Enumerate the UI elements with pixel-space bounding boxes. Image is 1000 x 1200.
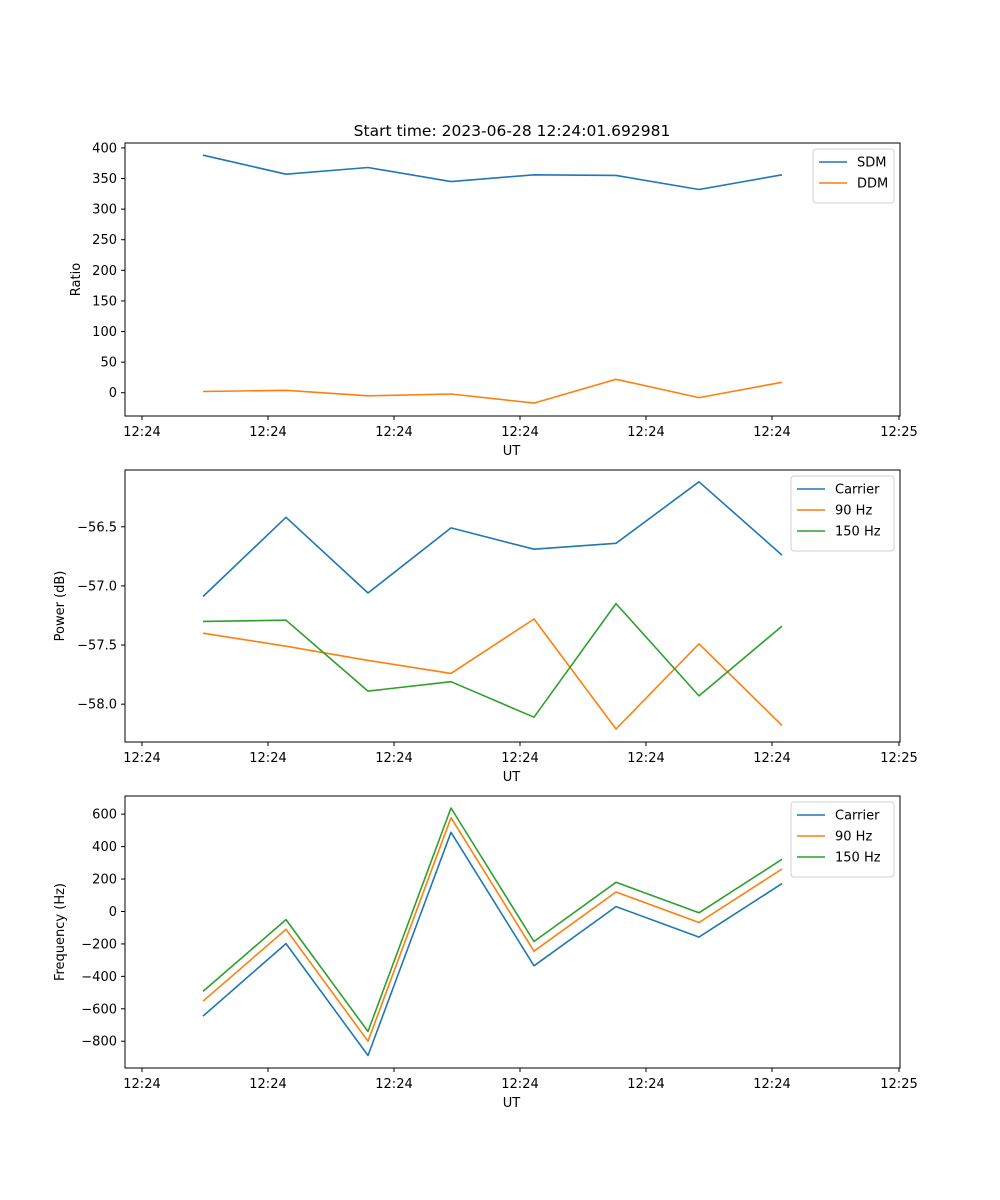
legend (790, 475, 895, 552)
legend-label: 150 Hz (835, 851, 881, 866)
axes-frame (124, 142, 901, 417)
ratio-panel: 12:24 12:24 12:24 12:24 12:24 12:24 12:25 0 50 10… (69, 141, 918, 459)
y-tick-label: 350 (92, 172, 117, 187)
x-tick-label: 12:24 (249, 751, 286, 766)
x-tick-label: 12:25 (880, 751, 917, 766)
x-tick-label: 12:24 (627, 751, 664, 766)
y-tick-label: 50 (100, 356, 117, 371)
x-tick-label: 12:24 (501, 751, 538, 766)
x-tick-label: 12:24 (501, 425, 538, 440)
y-tick-label: 200 (92, 873, 117, 888)
series-line-sdm (202, 154, 783, 191)
x-tick-label: 12:24 (375, 1077, 412, 1092)
y-tick-label: 600 (92, 808, 117, 823)
x-tick-label: 12:24 (249, 1077, 286, 1092)
series-line-150-hz (202, 602, 783, 719)
axes-frame (124, 795, 901, 1069)
legend-label: 90 Hz (835, 830, 872, 845)
power-panel: 12:24 12:24 12:24 12:24 12:24 12:24 12:25 −56.5… (53, 469, 918, 785)
legend-label: Carrier (835, 809, 880, 824)
y-tick-label: −400 (81, 970, 117, 985)
x-tick-label: 12:24 (123, 425, 160, 440)
figure-title: Start time: 2023-06-28 12:24:01.692981 (354, 122, 671, 140)
y-tick-label: −200 (81, 937, 117, 952)
frequency-panel: 12:24 12:24 12:24 12:24 12:24 12:24 12:25 600 40… (53, 795, 918, 1111)
y-tick-label: −800 (81, 1035, 117, 1050)
legend-label: Carrier (835, 483, 880, 498)
y-tick-label: 250 (92, 233, 117, 248)
legend-label: 150 Hz (835, 525, 881, 540)
x-tick-label: 12:24 (123, 751, 160, 766)
y-axis-label: Ratio (69, 263, 84, 296)
x-tick-label: 12:24 (627, 1077, 664, 1092)
y-tick-label: 0 (109, 905, 117, 920)
y-tick-label: 300 (92, 203, 117, 218)
x-tick-label: 12:25 (880, 425, 917, 440)
x-tick-label: 12:24 (627, 425, 664, 440)
x-axis-label: UT (503, 444, 521, 459)
series-line-90-hz (202, 816, 783, 1042)
x-tick-label: 12:24 (753, 425, 790, 440)
series-line-150-hz (202, 807, 783, 1033)
x-tick-label: 12:24 (123, 1077, 160, 1092)
y-tick-label: −600 (81, 1002, 117, 1017)
y-tick-label: 400 (92, 141, 117, 156)
legend-label: 90 Hz (835, 504, 872, 519)
x-axis-label: UT (503, 1096, 521, 1111)
legend (790, 801, 895, 878)
y-axis-label: Power (dB) (53, 571, 68, 642)
series-line-carrier (202, 480, 783, 598)
y-tick-label: −58.0 (77, 698, 117, 713)
legend-label: SDM (857, 156, 886, 171)
x-tick-label: 12:25 (880, 1077, 917, 1092)
x-tick-label: 12:24 (753, 751, 790, 766)
y-axis-label: Frequency (Hz) (53, 883, 68, 981)
x-tick-label: 12:24 (375, 751, 412, 766)
x-tick-label: 12:24 (249, 425, 286, 440)
y-tick-label: 100 (92, 325, 117, 340)
y-tick-label: 150 (92, 294, 117, 309)
series-line-carrier (202, 831, 783, 1057)
y-tick-label: 0 (109, 386, 117, 401)
x-axis-label: UT (503, 770, 521, 785)
y-tick-label: 200 (92, 264, 117, 279)
y-tick-label: 400 (92, 840, 117, 855)
y-tick-label: −57.0 (77, 579, 117, 594)
y-tick-label: −56.5 (77, 520, 117, 535)
series-line-ddm (202, 378, 783, 404)
x-tick-label: 12:24 (753, 1077, 790, 1092)
x-tick-label: 12:24 (501, 1077, 538, 1092)
series-line-90-hz (202, 618, 783, 730)
axes-frame (124, 469, 901, 743)
legend-label: DDM (857, 177, 888, 192)
x-tick-label: 12:24 (375, 425, 412, 440)
y-tick-label: −57.5 (77, 639, 117, 654)
